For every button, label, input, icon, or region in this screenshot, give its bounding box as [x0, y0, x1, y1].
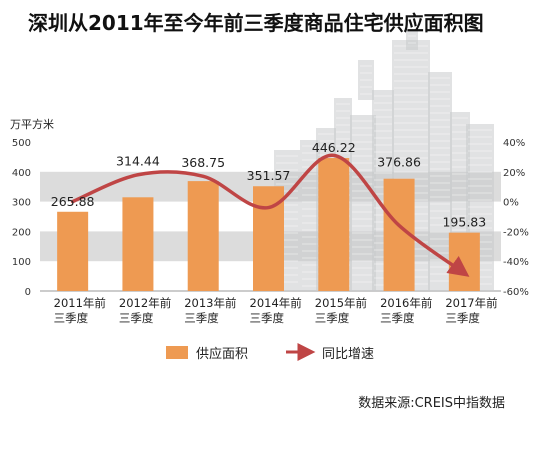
y-tick-label: 100	[12, 257, 31, 268]
x-tick-label: 三季度	[445, 311, 480, 325]
bar	[122, 197, 154, 291]
x-tick-label: 三季度	[54, 311, 89, 325]
building	[406, 30, 418, 50]
bar-value-label: 376.86	[377, 155, 421, 170]
legend-line-label: 同比增速	[322, 347, 374, 362]
legend: 供应面积 同比增速	[166, 343, 374, 362]
building	[358, 60, 374, 100]
legend-bar-swatch	[166, 346, 188, 359]
chart-title: 深圳从2011年至今年前三季度商品住宅供应面积图	[28, 11, 484, 35]
y-axis-label: 万平方米	[10, 117, 54, 131]
bar	[57, 211, 89, 291]
x-tick-label: 2014年前	[250, 296, 302, 310]
y-tick-label: 300	[12, 198, 31, 209]
building	[300, 140, 320, 291]
growth-line-path	[70, 153, 470, 277]
legend-bar-label: 供应面积	[196, 346, 248, 362]
bar	[187, 181, 219, 291]
y-tick-label: 400	[12, 168, 31, 179]
x-tick-label: 三季度	[250, 311, 285, 325]
x-tick-label: 三季度	[380, 311, 415, 325]
bar-value-label: 195.83	[442, 215, 486, 230]
x-axis: 2011年前三季度2012年前三季度2013年前三季度2014年前三季度2015…	[54, 296, 498, 325]
bar-value-label: 368.75	[181, 155, 225, 170]
x-tick-label: 2017年前	[445, 296, 497, 310]
y-tick-label: 500	[12, 138, 31, 149]
bar-value-label: 265.88	[51, 194, 95, 209]
y-tick-label: 200	[12, 227, 31, 238]
y2-axis: 40% 20% 0% -20% -40% -60%	[503, 138, 529, 298]
x-tick-label: 2011年前	[54, 296, 106, 310]
y2-tick-label: -20%	[503, 227, 529, 238]
bar-value-label: 446.22	[312, 140, 356, 155]
y2-tick-label: 0%	[503, 198, 519, 209]
x-tick-label: 2012年前	[119, 296, 171, 310]
y2-tick-label: -40%	[503, 257, 529, 268]
x-tick-label: 三季度	[119, 311, 154, 325]
x-tick-label: 三季度	[184, 311, 219, 325]
y2-tick-label: 20%	[503, 168, 525, 179]
data-labels: 265.88 314.44 368.75 351.57 446.22 376.86 195.…	[51, 140, 486, 230]
x-tick-label: 2015年前	[315, 296, 367, 310]
bar	[318, 158, 350, 291]
y-axis: 0 100 200 300 400 500	[12, 138, 31, 298]
y-tick-label: 0	[25, 287, 31, 298]
building	[350, 115, 376, 291]
y2-tick-label: 40%	[503, 138, 525, 149]
growth-line	[70, 153, 470, 277]
bar-value-label: 351.57	[247, 168, 291, 183]
bar	[448, 232, 480, 291]
y2-tick-label: -60%	[503, 287, 529, 298]
x-tick-label: 2013年前	[184, 296, 236, 310]
x-tick-label: 三季度	[315, 311, 350, 325]
x-tick-label: 2016年前	[380, 296, 432, 310]
bar-value-label: 314.44	[116, 153, 160, 168]
source-note: 数据来源:CREIS中指数据	[358, 396, 505, 411]
